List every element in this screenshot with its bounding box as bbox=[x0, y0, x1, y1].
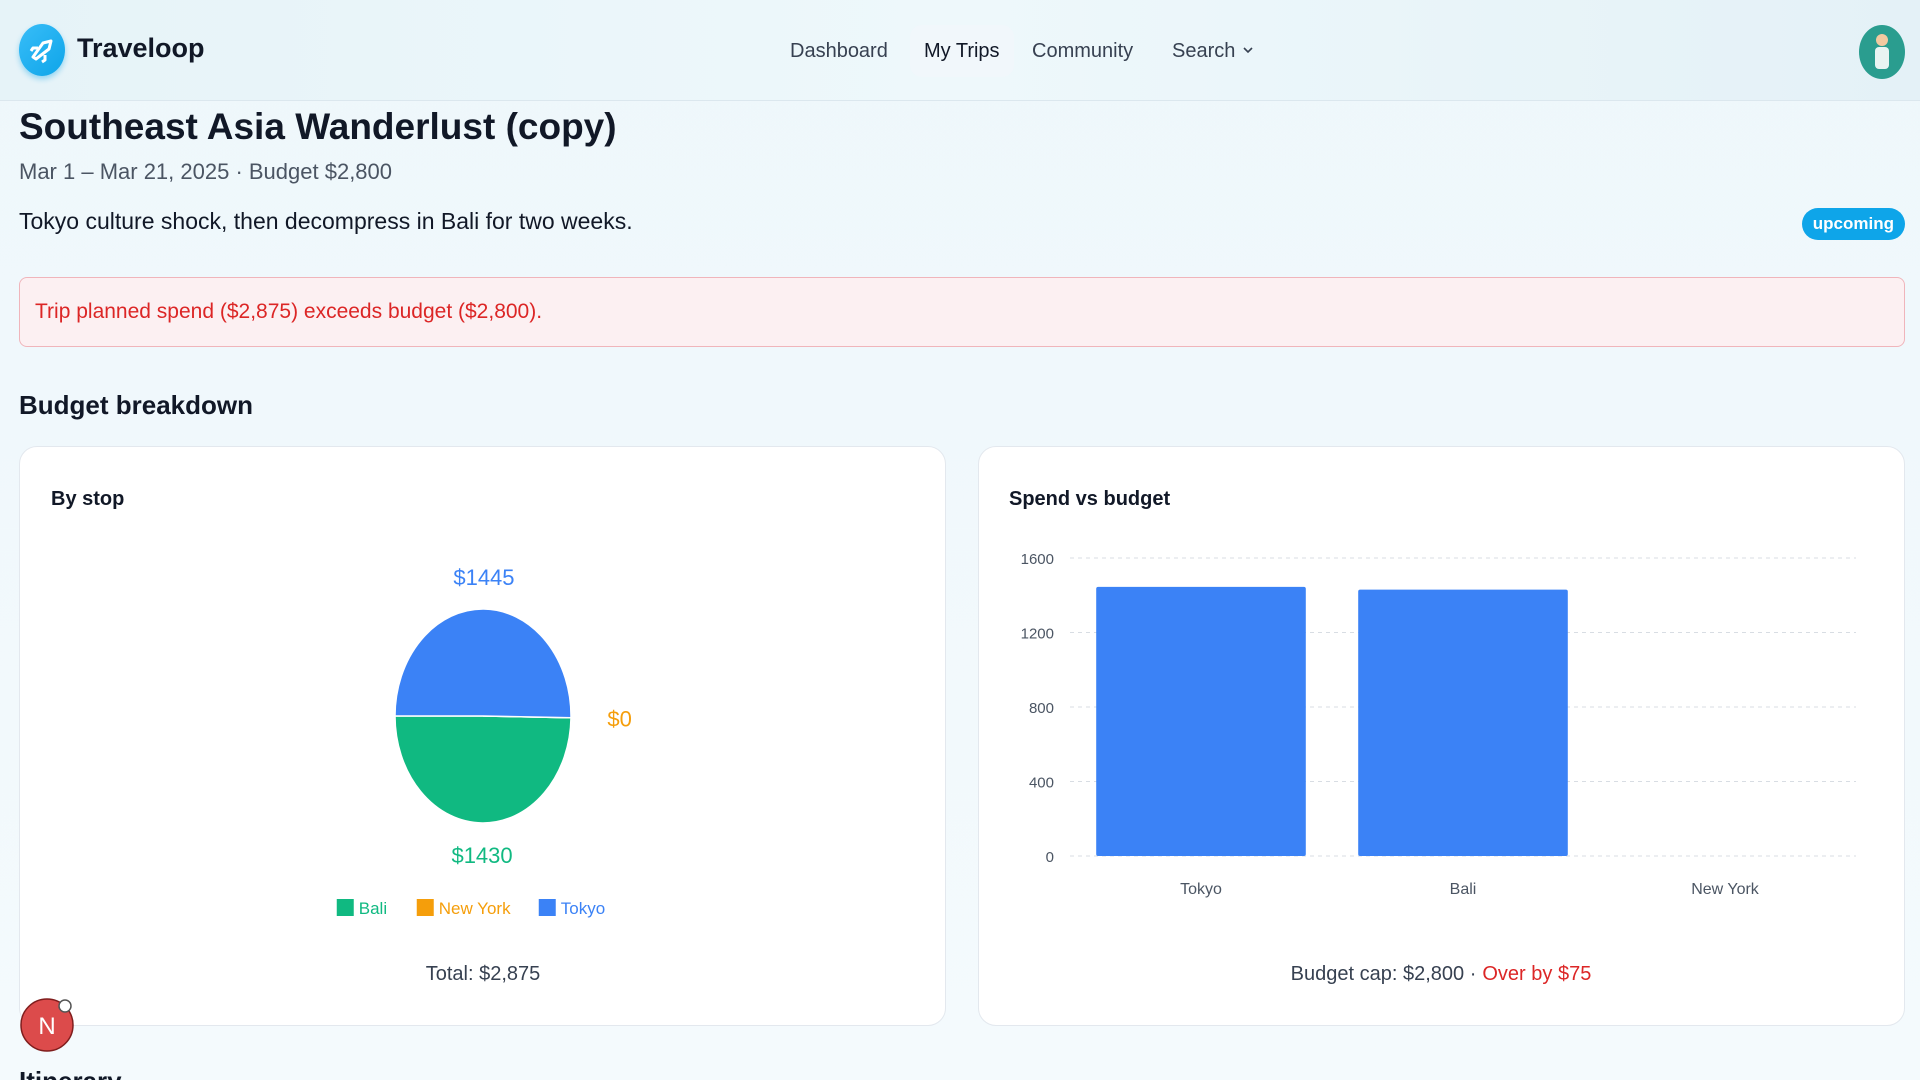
trip-description: Tokyo culture shock, then decompress in … bbox=[19, 208, 633, 234]
fab-circle bbox=[20, 998, 74, 1052]
y-tick-label: 1200 bbox=[1021, 626, 1054, 643]
bar bbox=[1096, 586, 1306, 856]
user-fab[interactable]: N bbox=[19, 994, 79, 1056]
bar bbox=[1358, 589, 1568, 856]
trip-title: Southeast Asia Wanderlust (copy) bbox=[19, 106, 617, 147]
pie-value-label: $1445 bbox=[453, 565, 514, 590]
alert-box: Trip planned spend ($2,875) exceeds budg… bbox=[19, 277, 1905, 347]
chart-footer: Budget cap: $2,800 · Over by $75 bbox=[1291, 963, 1592, 985]
top-nav: Traveloop Dashboard My Trips Community S… bbox=[0, 0, 1920, 101]
bar-card: Spend vs budget 0 400 800 1200 1600 Tokyo Bali N… bbox=[978, 446, 1905, 1026]
over-budget: Over by $75 bbox=[1482, 963, 1591, 985]
legend-swatch bbox=[538, 899, 556, 916]
pie-value-label: $1430 bbox=[451, 843, 512, 868]
status-badge: upcoming bbox=[1801, 208, 1905, 240]
chart-title: Spend vs budget bbox=[1009, 488, 1170, 510]
pie-value-label: $0 bbox=[607, 706, 631, 731]
trip-dates: Mar 1 – Mar 21, 2025 · Budget $2,800 bbox=[19, 159, 393, 184]
x-tick-label: Tokyo bbox=[1180, 881, 1222, 898]
avatar-head bbox=[1876, 34, 1888, 46]
legend-label: New York bbox=[439, 899, 511, 918]
budget-cap: Budget cap: $2,800 · bbox=[1291, 963, 1477, 985]
legend-label: Bali bbox=[359, 899, 387, 918]
x-tick-label: Bali bbox=[1450, 881, 1477, 898]
dropdown-caret bbox=[1243, 47, 1253, 54]
y-tick-label: 1600 bbox=[1021, 551, 1054, 568]
y-tick-label: 800 bbox=[1029, 700, 1054, 717]
x-tick-label: New York bbox=[1691, 881, 1760, 898]
pie-slice bbox=[394, 715, 572, 824]
legend-swatch bbox=[336, 899, 354, 916]
next-section-title: Itinerary bbox=[19, 1066, 122, 1080]
y-tick-label: 0 bbox=[1046, 849, 1054, 866]
fab-initial: N bbox=[38, 1013, 55, 1040]
chart-title: By stop bbox=[51, 488, 124, 510]
user-avatar[interactable] bbox=[1858, 24, 1906, 80]
alert-text: Trip planned spend ($2,875) exceeds budg… bbox=[35, 300, 543, 323]
logo-icon bbox=[29, 39, 53, 64]
pie-card: By stop $1430 $0 $1445 Bali New York Tokyo Tota… bbox=[19, 446, 946, 1026]
y-tick-label: 400 bbox=[1029, 775, 1054, 792]
brand-logo[interactable] bbox=[19, 24, 65, 76]
nav-link[interactable]: Search bbox=[1172, 40, 1236, 62]
pie-chart: By stop $1430 $0 $1445 Bali New York Tokyo Tota… bbox=[51, 488, 632, 985]
caret bbox=[1243, 47, 1253, 54]
avatar-body bbox=[1875, 47, 1889, 69]
chart-footer: Total: $2,875 bbox=[426, 963, 541, 985]
legend-swatch bbox=[416, 899, 434, 916]
brand-name[interactable]: Traveloop bbox=[77, 33, 205, 63]
legend-label: Tokyo bbox=[561, 899, 605, 918]
nav-link[interactable]: Community bbox=[1032, 40, 1134, 62]
plane-glyph bbox=[29, 39, 53, 64]
bar-chart: Spend vs budget 0 400 800 1200 1600 Tokyo Bali N… bbox=[1009, 488, 1856, 985]
nav-link-active[interactable]: My Trips bbox=[910, 25, 1014, 77]
section-title: Budget breakdown bbox=[19, 390, 254, 420]
nav-link[interactable]: Dashboard bbox=[790, 40, 888, 62]
fab-dot bbox=[58, 999, 72, 1013]
pie-slice bbox=[394, 608, 572, 719]
